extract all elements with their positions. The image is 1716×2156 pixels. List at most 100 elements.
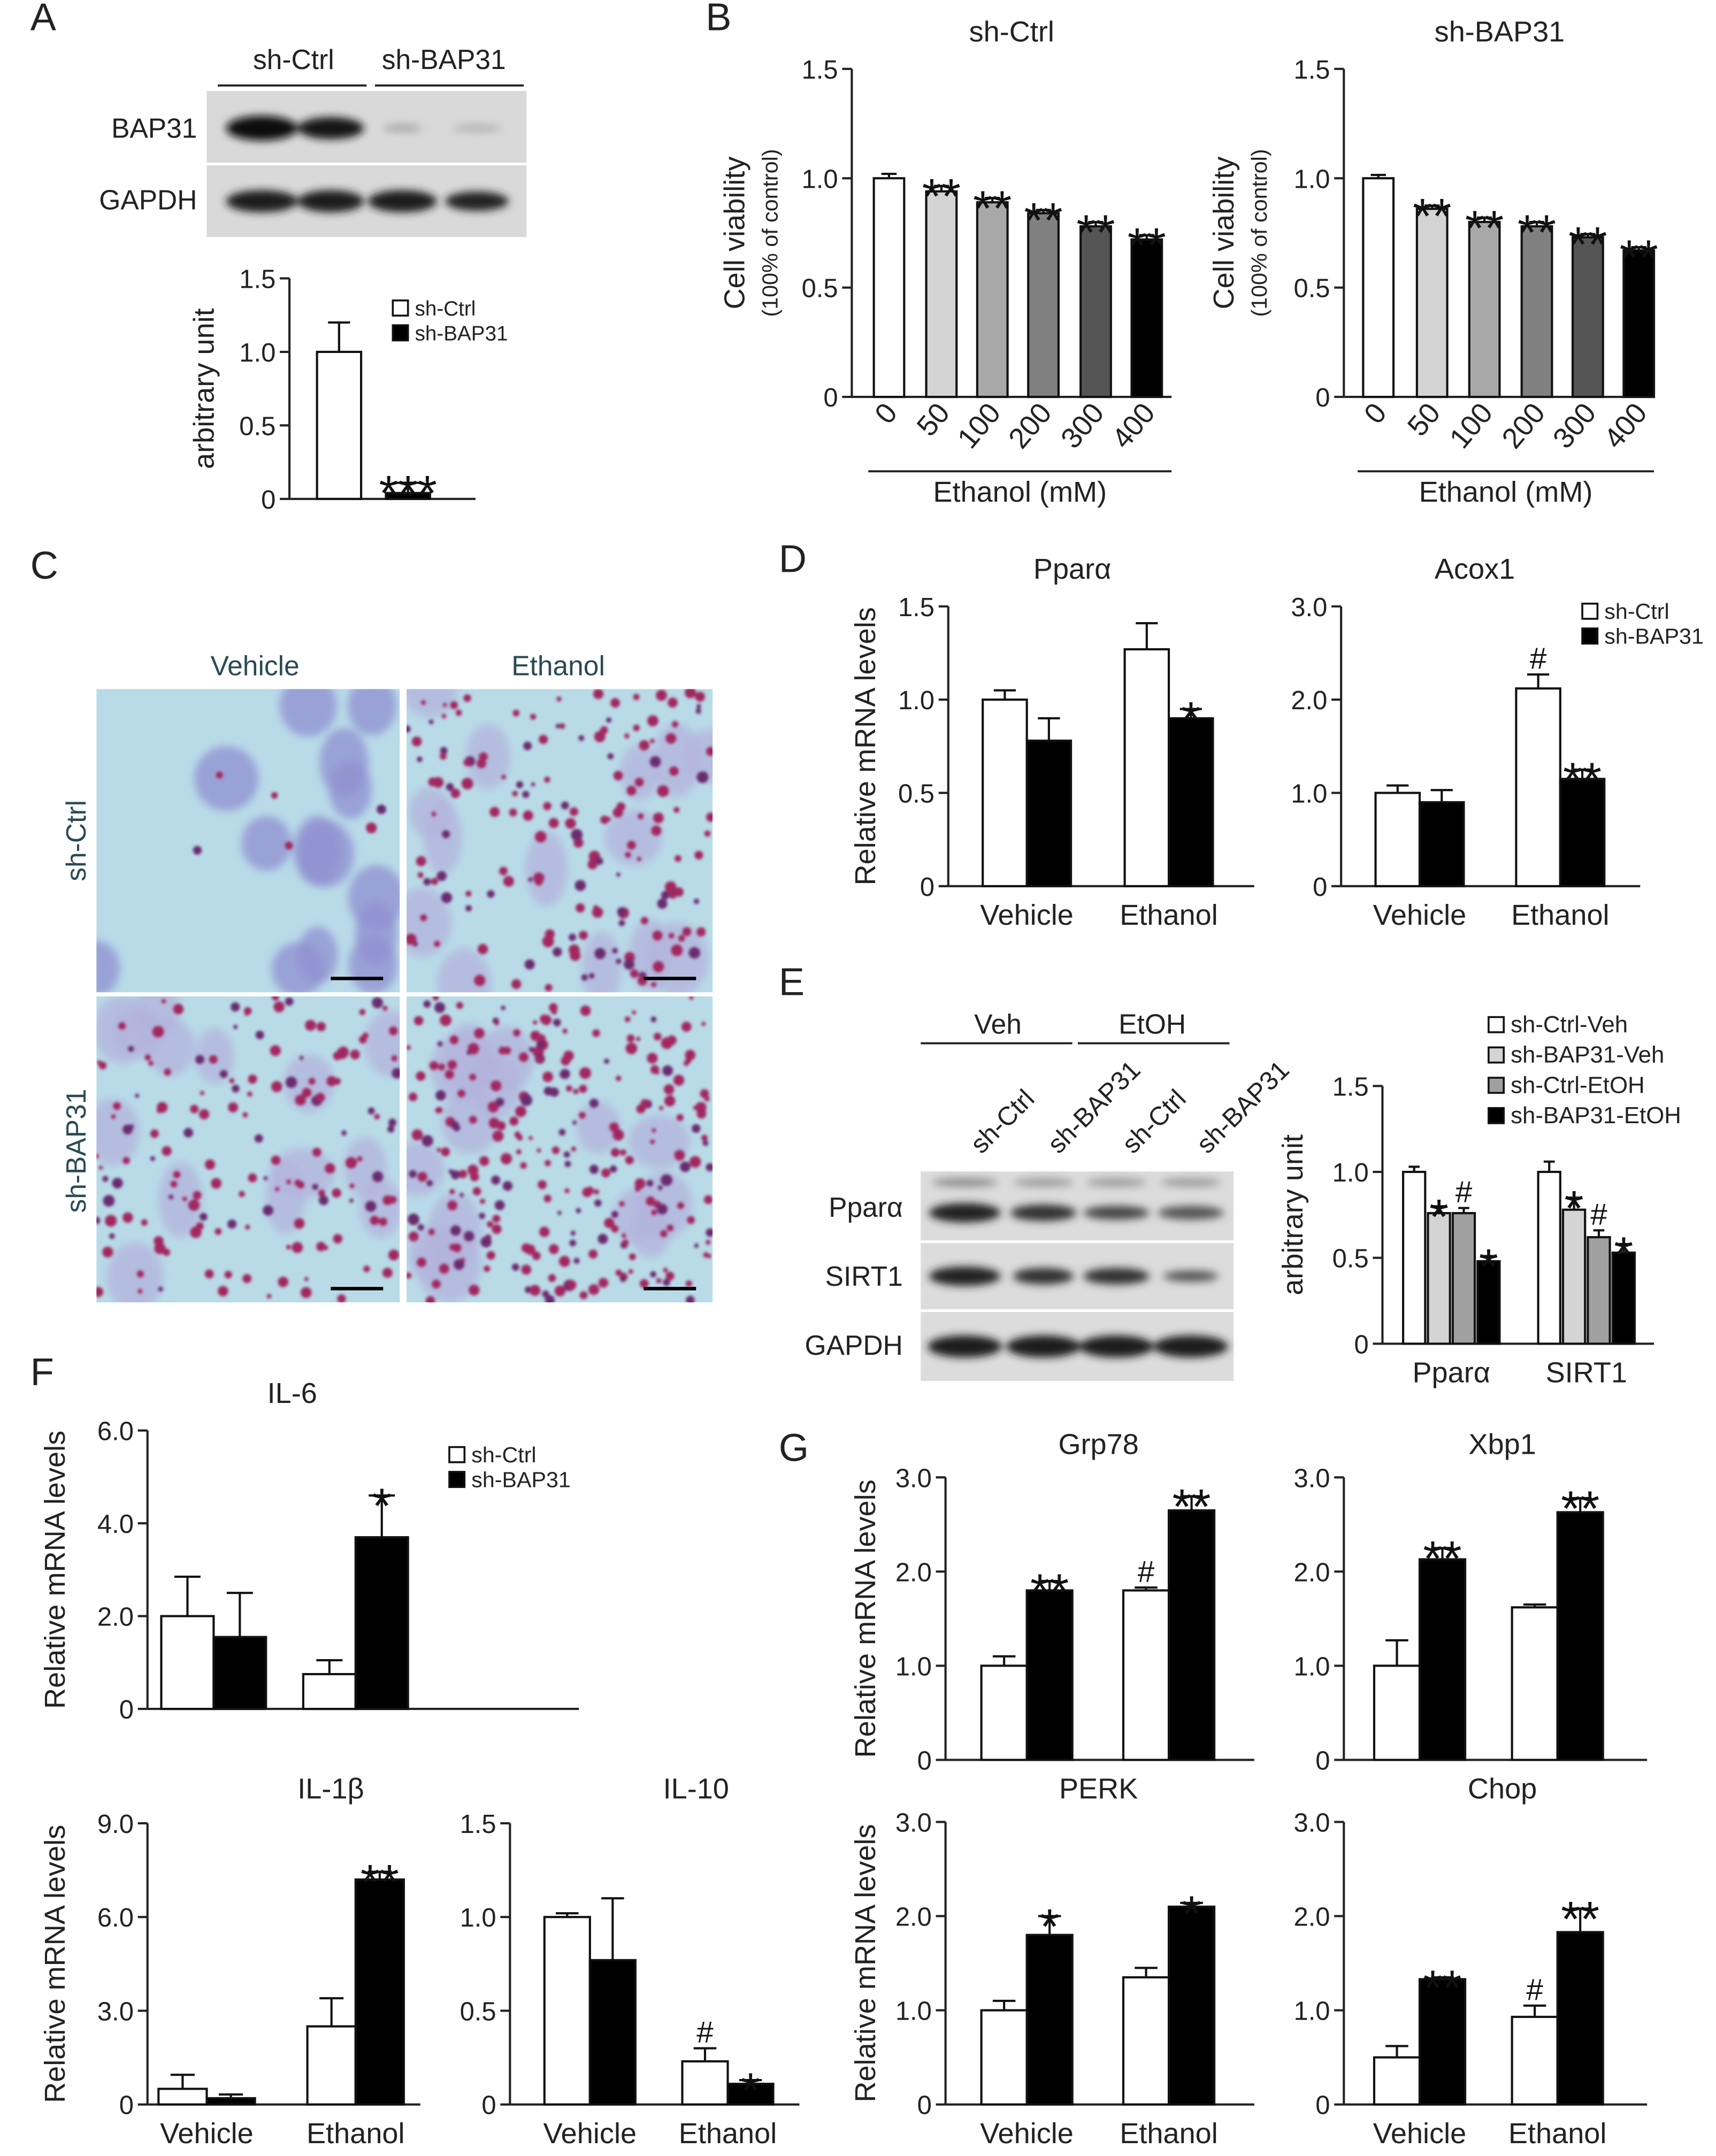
bar: [681, 2060, 729, 2106]
droplet: [494, 1021, 500, 1026]
droplet: [667, 1224, 674, 1232]
annotation: *: [1429, 1189, 1449, 1245]
annotation: ***: [379, 465, 437, 521]
legend-label: sh-BAP31: [415, 322, 508, 345]
chart-title: Chop: [1468, 1773, 1537, 1805]
droplet: [190, 1226, 202, 1238]
droplet: [565, 1085, 572, 1092]
legend-label: sh-BAP31-Veh: [1511, 1042, 1664, 1068]
y-tick-label: 0: [119, 2091, 134, 2120]
bar: [1451, 1212, 1476, 1345]
droplet: [420, 914, 427, 922]
error-bar: [1180, 1495, 1203, 1510]
droplet: [474, 975, 486, 986]
droplet: [604, 1217, 615, 1229]
band: [929, 1203, 1001, 1223]
droplet: [634, 778, 644, 787]
droplet: [616, 958, 622, 964]
y-tick-label: 1.0: [1291, 780, 1327, 809]
droplet: [367, 1107, 375, 1115]
x-tick-label: 300: [1547, 397, 1603, 455]
y-tick-label: 0: [1313, 873, 1327, 902]
droplet: [453, 1243, 462, 1253]
droplet: [524, 959, 535, 970]
droplet: [523, 810, 533, 821]
droplet: [624, 958, 635, 970]
error-bar: [174, 1575, 201, 1616]
droplet: [204, 1269, 214, 1279]
bar: [302, 1672, 357, 1710]
bar: [982, 699, 1028, 887]
cell-blobs: [96, 689, 400, 993]
droplet: [154, 1236, 164, 1246]
x-tick-label: Vehicle: [1373, 2117, 1466, 2150]
droplet: [706, 812, 713, 822]
droplet: [646, 1179, 654, 1187]
bar: [980, 1664, 1028, 1761]
error-bar: [328, 321, 350, 352]
droplet: [118, 1022, 126, 1030]
y-tick-label: 0.5: [1332, 1245, 1369, 1273]
droplet: [244, 1011, 249, 1016]
annotation: *: [1181, 692, 1200, 747]
bar: [976, 201, 1009, 398]
chart: 0 0.5 1.0 1.5 IL-10 Vehicle # *Ethanol: [460, 1773, 800, 2150]
droplet: [661, 891, 670, 900]
droplet: [389, 1026, 398, 1035]
x-axis-label: Ethanol (mM): [1419, 476, 1593, 508]
droplet: [96, 1217, 101, 1224]
droplet: [533, 872, 545, 884]
droplet: [294, 1218, 305, 1229]
droplet: [429, 1061, 439, 1070]
droplets: [407, 689, 713, 992]
droplet: [674, 887, 684, 897]
error-bar: [693, 2047, 717, 2062]
droplet: [302, 1087, 312, 1098]
droplet: [576, 1208, 581, 1214]
droplet: [152, 1026, 164, 1038]
chart: 0 1.0 2.0 3.0 Grp78 Relative mRNA levels ** # **: [849, 1428, 1254, 1775]
bar: [1402, 1170, 1427, 1345]
y-tick-label: 6.0: [97, 1904, 134, 1932]
legend-swatch: [448, 1446, 466, 1463]
droplet: [543, 802, 551, 810]
annotation: **: [973, 181, 1012, 236]
x-tick-label: 50: [1401, 397, 1447, 442]
droplet: [455, 709, 462, 716]
droplet: [630, 969, 639, 978]
droplet: [513, 1029, 520, 1037]
droplet: [438, 1063, 446, 1071]
x-tick-label: 0: [869, 397, 903, 430]
droplet: [588, 1249, 598, 1259]
droplet: [440, 753, 447, 760]
droplet: [425, 1296, 435, 1302]
droplet: [357, 1156, 363, 1162]
droplet: [611, 1225, 619, 1233]
cell: [359, 1178, 400, 1238]
droplet: [701, 1022, 706, 1026]
bar: [1556, 1511, 1604, 1761]
droplet: [568, 944, 580, 956]
droplet: [449, 1188, 455, 1195]
droplet: [659, 1106, 664, 1110]
group-label: Veh: [974, 1009, 1022, 1040]
annotation: #: [1530, 642, 1547, 676]
droplet: [472, 1187, 481, 1196]
lane-label: sh-Ctrl: [965, 1084, 1040, 1159]
droplet: [704, 830, 711, 837]
droplet: [474, 1028, 485, 1039]
y-tick-label: 0.5: [802, 274, 838, 303]
row-label: GAPDH: [99, 185, 197, 216]
annotation: #: [1590, 1198, 1607, 1232]
band: [452, 124, 502, 133]
droplet: [542, 935, 554, 948]
error-bar: [1593, 1229, 1605, 1238]
droplet: [498, 1046, 507, 1055]
legend-swatch: [392, 324, 409, 342]
cell: [271, 942, 325, 993]
cell: [646, 922, 709, 993]
droplet: [566, 1280, 577, 1290]
droplet: [518, 1052, 528, 1062]
droplet: [564, 1188, 570, 1194]
